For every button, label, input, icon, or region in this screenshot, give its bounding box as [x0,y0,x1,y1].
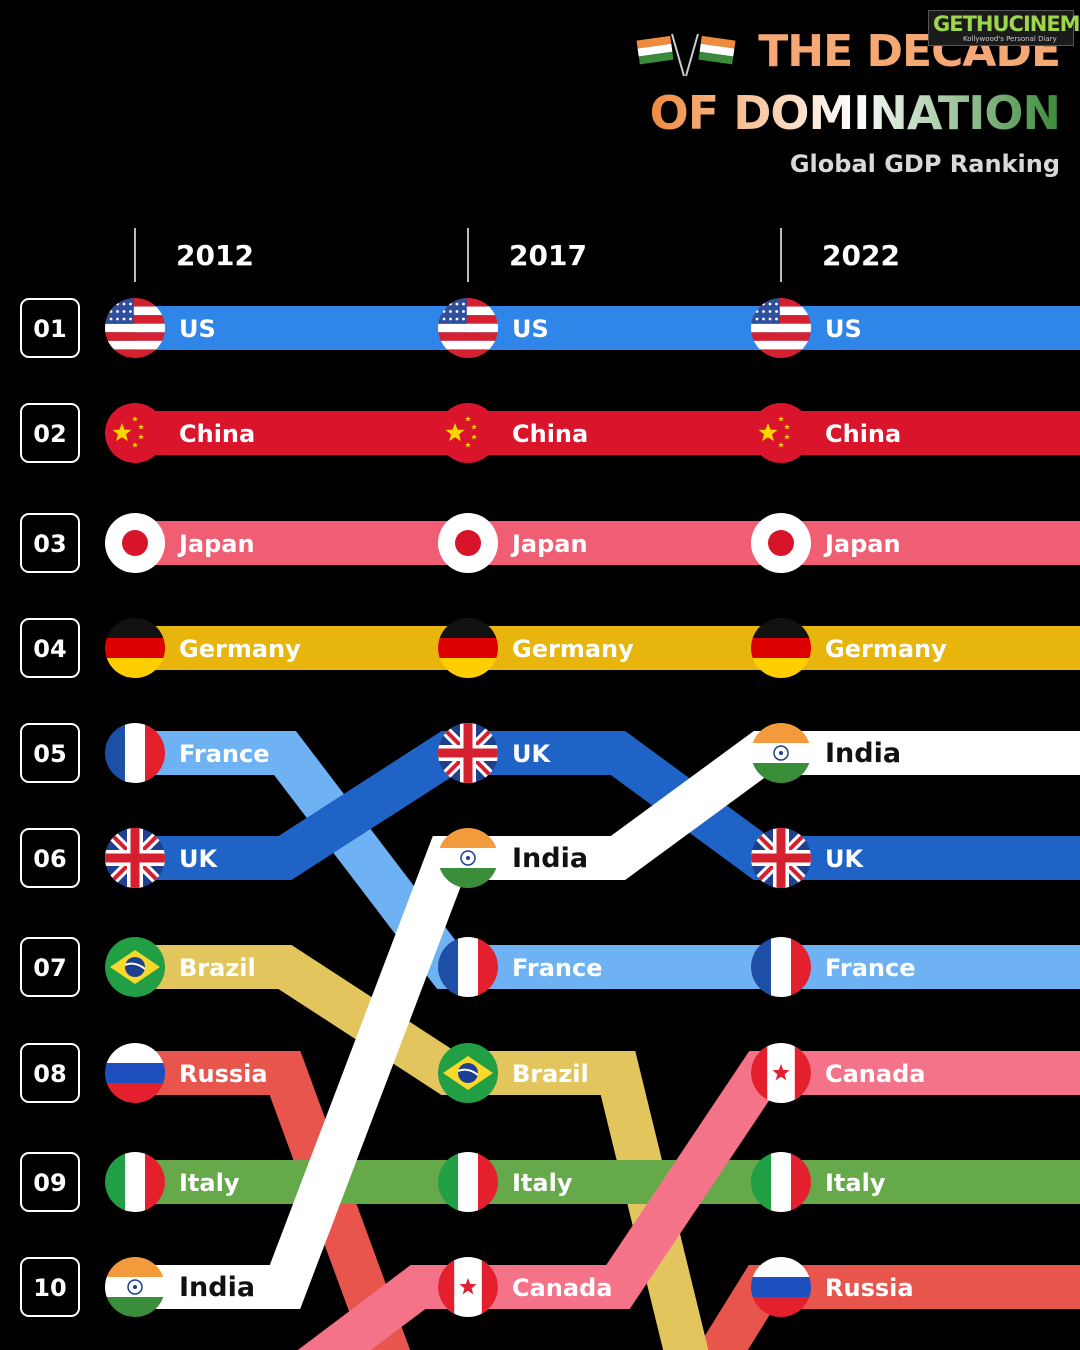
label-brazil-2012: Brazil [179,954,256,982]
label-japan-2012: Japan [177,530,255,558]
label-germany-2022: Germany [825,635,947,663]
flag-uk-2022-icon [751,828,811,888]
flag-us-2017-icon [438,298,498,358]
rank-box-09 [20,1152,80,1212]
label-italy-2012: Italy [179,1169,240,1197]
rank-label-08: 08 [33,1060,66,1088]
flag-us-2012-icon [105,298,165,358]
label-germany-2017: Germany [512,635,634,663]
chart-subtitle: Global GDP Ranking [789,150,1060,178]
flag-brazil-2012-icon [105,937,165,997]
flag-canada-2017-icon [438,1257,498,1317]
label-russia-2012: Russia [179,1060,268,1088]
label-us-2022: US [825,315,862,343]
flag-france-2022-icon [751,937,811,997]
label-france-2022: France [825,954,915,982]
watermark-subtext: Kollywood's Personal Diary [963,35,1057,43]
label-japan-2017: Japan [510,530,588,558]
rank-label-07: 07 [33,954,66,982]
flag-china-2017-icon [438,403,498,463]
label-uk-2022: UK [825,845,864,873]
flag-france-2017-icon [438,937,498,997]
label-russia-2022: Russia [825,1274,914,1302]
rank-label-01: 01 [33,315,66,343]
flag-germany-2017-icon [438,618,498,678]
flag-france-2012-icon [105,723,165,783]
rank-box-08 [20,1043,80,1103]
rank-box-06 [20,828,80,888]
label-india-2022: India [825,738,901,769]
rank-label-06: 06 [33,845,66,873]
flag-japan-2017-icon [438,513,498,573]
watermark-logo: GETHUCINEMA Kollywood's Personal Diary [928,10,1080,46]
label-italy-2022: Italy [825,1169,886,1197]
flag-italy-2017-icon [438,1152,498,1212]
crossed-india-flags-icon [636,33,736,77]
label-us-2017: US [512,315,549,343]
flag-italy-2012-icon [105,1152,165,1212]
label-china-2017: China [512,420,588,448]
rank-label-05: 05 [33,740,66,768]
label-brazil-2017: Brazil [512,1060,589,1088]
series-line-canada [297,1051,1080,1350]
flag-china-2012-icon [105,403,165,463]
rank-box-10 [20,1257,80,1317]
rank-box-04 [20,618,80,678]
flag-russia-2012-icon [105,1043,165,1103]
flag-india-2017-icon [438,828,498,888]
label-china-2012: China [179,420,255,448]
label-uk-2017: UK [512,740,551,768]
chart-title-line2: OF DOMINATION [649,86,1061,140]
rank-box-01 [20,298,80,358]
label-japan-2022: Japan [823,530,901,558]
series-line-india [135,731,1080,1309]
rank-box-07 [20,937,80,997]
label-france-2017: France [512,954,602,982]
rank-box-03 [20,513,80,573]
label-india-2017: India [512,843,588,874]
flag-uk-2017-icon [438,723,498,783]
rank-label-09: 09 [33,1169,66,1197]
label-india-2012: India [179,1272,255,1303]
year-label-2022: 2022 [822,239,900,272]
label-canada-2022: Canada [825,1060,925,1088]
year-label-2017: 2017 [509,239,587,272]
rank-label-04: 04 [33,635,66,663]
rank-label-02: 02 [33,420,66,448]
rank-box-02 [20,403,80,463]
rank-box-05 [20,723,80,783]
flag-uk-2012-icon [105,828,165,888]
label-france-2012: France [179,740,269,768]
label-us-2012: US [179,315,216,343]
label-canada-2017: Canada [512,1274,612,1302]
flag-russia-2022-icon [751,1257,811,1317]
watermark-text: GETHUCINEMA [933,12,1080,36]
label-china-2022: China [825,420,901,448]
flag-india-2012-icon [105,1257,165,1317]
label-germany-2012: Germany [179,635,301,663]
flag-india-2022-icon [751,723,811,783]
flag-china-2022-icon [751,403,811,463]
series-lines [135,306,1080,1350]
flag-germany-2022-icon [751,618,811,678]
flag-us-2022-icon [751,298,811,358]
flag-canada-2022-icon [751,1043,811,1103]
label-uk-2012: UK [179,845,218,873]
year-label-2012: 2012 [176,239,254,272]
label-italy-2017: Italy [512,1169,573,1197]
flag-brazil-2017-icon [438,1043,498,1103]
flag-japan-2022-icon [751,513,811,573]
rank-label-10: 10 [33,1274,66,1302]
flag-japan-2012-icon [105,513,165,573]
rank-label-03: 03 [33,530,66,558]
flag-italy-2022-icon [751,1152,811,1212]
flag-germany-2012-icon [105,618,165,678]
